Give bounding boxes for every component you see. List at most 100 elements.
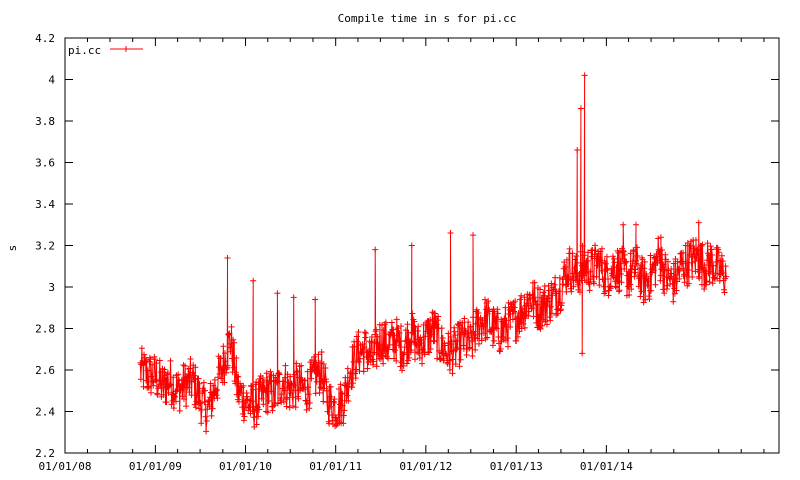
- data-point: [602, 288, 609, 295]
- data-point: [420, 346, 427, 353]
- data-point: [602, 260, 609, 267]
- data-point: [331, 396, 338, 403]
- data-point: [231, 339, 238, 346]
- data-point: [574, 281, 581, 288]
- data-point: [415, 323, 422, 330]
- data-point: [269, 407, 276, 414]
- data-point: [255, 413, 262, 420]
- data-point: [166, 381, 173, 388]
- data-point: [265, 398, 272, 405]
- data-point: [640, 272, 647, 279]
- data-point: [355, 358, 362, 365]
- data-point: [546, 314, 553, 321]
- data-point: [538, 311, 545, 318]
- data-point: [380, 326, 387, 333]
- data-point: [427, 345, 434, 352]
- data-point: [678, 265, 685, 272]
- data-point: [548, 310, 555, 317]
- data-point: [690, 251, 697, 258]
- y-tick-label: 3: [48, 281, 55, 294]
- data-point: [475, 309, 482, 316]
- data-point: [308, 357, 315, 364]
- data-point: [469, 314, 476, 321]
- data-point: [613, 264, 620, 271]
- data-point: [641, 265, 648, 272]
- y-tick-label: 2.8: [35, 323, 55, 336]
- data-point: [337, 401, 344, 408]
- data-point: [472, 320, 479, 327]
- data-point: [361, 329, 368, 336]
- data-point: [667, 270, 674, 277]
- data-point: [493, 314, 500, 321]
- data-point: [685, 267, 692, 274]
- data-point: [433, 321, 440, 328]
- data-point: [521, 324, 528, 331]
- data-point: [318, 348, 325, 355]
- data-point: [453, 346, 460, 353]
- data-point: [375, 351, 382, 358]
- data-point: [143, 357, 150, 364]
- data-point: [570, 283, 577, 290]
- data-point: [164, 371, 170, 378]
- data-point: [582, 269, 589, 276]
- data-point: [192, 404, 199, 411]
- data-point: [289, 402, 296, 409]
- data-point: [372, 328, 379, 335]
- data-point: [450, 347, 457, 354]
- data-point: [592, 242, 599, 249]
- data-point: [225, 331, 232, 338]
- data-point: [213, 392, 220, 399]
- data-point: [609, 253, 616, 260]
- data-point: [638, 288, 645, 295]
- data-point: [395, 342, 402, 349]
- data-point: [293, 360, 300, 367]
- data-point: [154, 391, 161, 398]
- data-point: [624, 272, 631, 279]
- data-point: [177, 383, 184, 390]
- data-point: [617, 271, 624, 278]
- data-point: [160, 391, 167, 398]
- data-point: [212, 387, 219, 394]
- data-point: [273, 377, 280, 384]
- data-point: [402, 327, 409, 334]
- data-point: [226, 344, 233, 351]
- data-point: [208, 412, 215, 419]
- data-point: [474, 335, 481, 342]
- data-point: [216, 364, 223, 371]
- data-point: [472, 346, 479, 353]
- data-point: [426, 349, 433, 356]
- data-point: [652, 253, 659, 260]
- data-point: [584, 257, 591, 264]
- data-point: [344, 365, 351, 372]
- data-point: [681, 271, 688, 278]
- data-point: [273, 379, 280, 386]
- data-point: [670, 260, 677, 267]
- legend: pi.cc: [68, 44, 143, 57]
- data-point: [641, 258, 648, 265]
- data-point: [227, 348, 234, 355]
- data-point: [442, 342, 449, 349]
- data-point: [256, 375, 263, 382]
- data-point: [214, 395, 221, 402]
- data-point: [397, 323, 404, 330]
- data-point: [260, 401, 267, 408]
- data-point: [480, 330, 487, 337]
- data-point: [202, 387, 209, 394]
- data-point: [196, 405, 203, 412]
- data-point: [621, 251, 628, 258]
- data-point: [450, 356, 457, 363]
- data-point: [168, 401, 175, 408]
- data-point: [503, 317, 510, 324]
- data-point: [615, 249, 622, 256]
- data-point: [200, 379, 207, 386]
- data-point: [241, 413, 248, 420]
- data-point: [494, 310, 501, 317]
- data-point: [191, 401, 198, 408]
- data-point: [713, 259, 720, 266]
- data-point: [431, 337, 438, 344]
- data-point: [549, 292, 556, 299]
- data-point: [280, 378, 287, 385]
- data-point: [274, 290, 281, 297]
- data-point: [282, 362, 289, 369]
- data-point: [349, 380, 356, 387]
